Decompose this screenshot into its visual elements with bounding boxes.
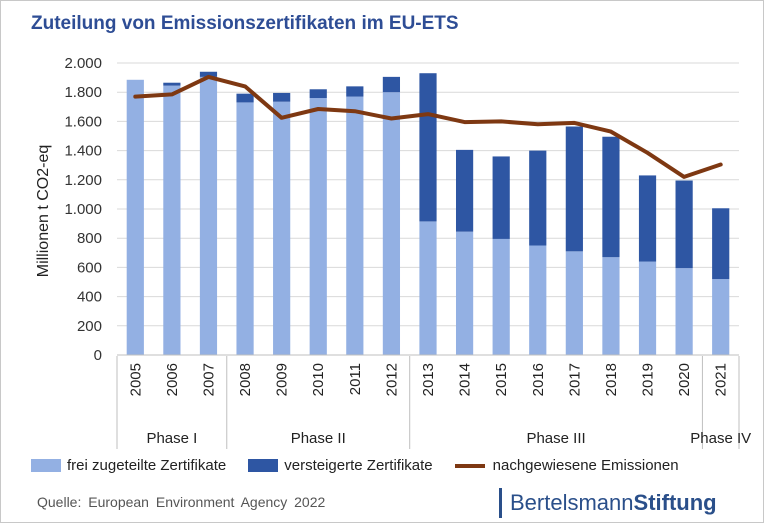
bar-free: [126, 79, 144, 355]
phase-label: Phase III: [526, 430, 585, 447]
legend-item-emissions: nachgewiesene Emissionen: [454, 457, 679, 474]
y-tick-label: 400: [77, 289, 102, 306]
y-tick-label: 1.200: [64, 172, 102, 189]
brand-name-part1: Bertelsmann: [510, 490, 634, 515]
x-tick-label: 2012: [383, 363, 400, 396]
y-tick-label: 800: [77, 230, 102, 247]
bar-free: [163, 85, 181, 355]
phase-label: Phase IV: [690, 430, 751, 447]
x-tick-label: 2014: [457, 363, 474, 396]
x-tick-label: 2006: [164, 363, 181, 396]
bar-free: [638, 261, 657, 355]
y-axis-title: Millionen t CO2-eq: [35, 145, 52, 278]
x-tick-label: 2013: [420, 363, 437, 396]
y-tick-label: 600: [77, 259, 102, 276]
y-tick-label: 1.000: [64, 201, 102, 218]
legend: frei zugeteilte Zertifikate versteigerte…: [31, 457, 701, 474]
emissions-line: [133, 74, 723, 179]
axes: 0 200 400 600 800 1.000 1.200 1.400 1.600 1.800 2.…: [35, 55, 751, 449]
bar-auctioned: [236, 93, 254, 103]
bar-auctioned: [199, 71, 218, 77]
legend-label-auctioned: versteigerte Zertifikate: [284, 457, 433, 474]
bar-free: [455, 231, 474, 355]
x-tick-label: 2008: [237, 363, 254, 396]
bar-free: [675, 268, 693, 355]
y-tick-label: 1.800: [64, 84, 102, 101]
legend-item-free: frei zugeteilte Zertifikate: [31, 457, 226, 474]
x-tick-label: 2009: [274, 363, 291, 396]
legend-label-emissions: nachgewiesene Emissionen: [492, 457, 679, 474]
brand-bar: [499, 488, 502, 518]
bar-auctioned: [675, 180, 693, 269]
x-tick-label: 2011: [347, 363, 364, 395]
legend-label-free: frei zugeteilte Zertifikate: [67, 457, 227, 474]
bar-free: [565, 251, 583, 355]
y-tick-label: 200: [77, 318, 102, 335]
bar-free: [602, 257, 620, 355]
y-tick-label: 1.400: [64, 143, 102, 160]
legend-swatch-auctioned: [248, 459, 279, 472]
bar-free: [492, 238, 510, 355]
x-tick-label: 2015: [493, 363, 510, 396]
bar-free: [199, 76, 218, 356]
legend-swatch-emissions: [454, 463, 485, 468]
legend-swatch-free: [31, 459, 61, 472]
y-tick-label: 2.000: [64, 55, 102, 72]
bar-auctioned: [163, 82, 181, 86]
bar-auctioned: [492, 156, 510, 239]
brand-logo: Bertelsmann Stiftung: [499, 488, 717, 518]
x-tick-label: 2005: [127, 363, 144, 396]
bar-free: [309, 98, 327, 355]
bar-auctioned: [273, 92, 291, 102]
bar-free: [346, 96, 364, 355]
source-note: Quelle: European Environment Agency 2022: [37, 494, 326, 510]
bar-auctioned: [602, 136, 620, 258]
bar-free: [382, 92, 401, 355]
bar-auctioned: [638, 175, 657, 262]
bars: [126, 71, 730, 356]
x-tick-label: 2018: [603, 363, 620, 396]
x-tick-label: 2010: [310, 363, 327, 396]
brand-name-part2: Stiftung: [633, 490, 717, 515]
bar-free: [529, 245, 547, 355]
bar-free: [236, 102, 254, 355]
bar-auctioned: [565, 126, 583, 252]
bar-free: [273, 101, 291, 355]
bar-auctioned: [455, 149, 474, 232]
phase-label: Phase I: [146, 430, 197, 447]
chart-title: Zuteilung von Emissionszertifikaten im E…: [31, 13, 459, 34]
bar-auctioned: [712, 208, 730, 280]
y-tick-label: 1.600: [64, 113, 102, 130]
bar-auctioned: [419, 73, 437, 222]
legend-item-auctioned: versteigerte Zertifikate: [248, 457, 433, 474]
bar-free: [419, 221, 437, 355]
x-tick-label: 2019: [640, 363, 657, 396]
x-tick-label: 2017: [566, 363, 583, 396]
y-tick-label: 0: [94, 347, 102, 364]
bar-auctioned: [382, 76, 401, 93]
bar-auctioned: [529, 150, 547, 246]
emissions-line-group: [133, 74, 723, 179]
x-tick-label: 2021: [713, 363, 730, 396]
bar-free: [712, 279, 730, 355]
x-tick-label: 2016: [530, 363, 547, 396]
bar-auctioned: [346, 86, 364, 97]
bar-auctioned: [309, 89, 327, 99]
x-tick-label: 2007: [200, 363, 217, 396]
phase-label: Phase II: [291, 430, 346, 447]
x-tick-label: 2020: [676, 363, 693, 396]
